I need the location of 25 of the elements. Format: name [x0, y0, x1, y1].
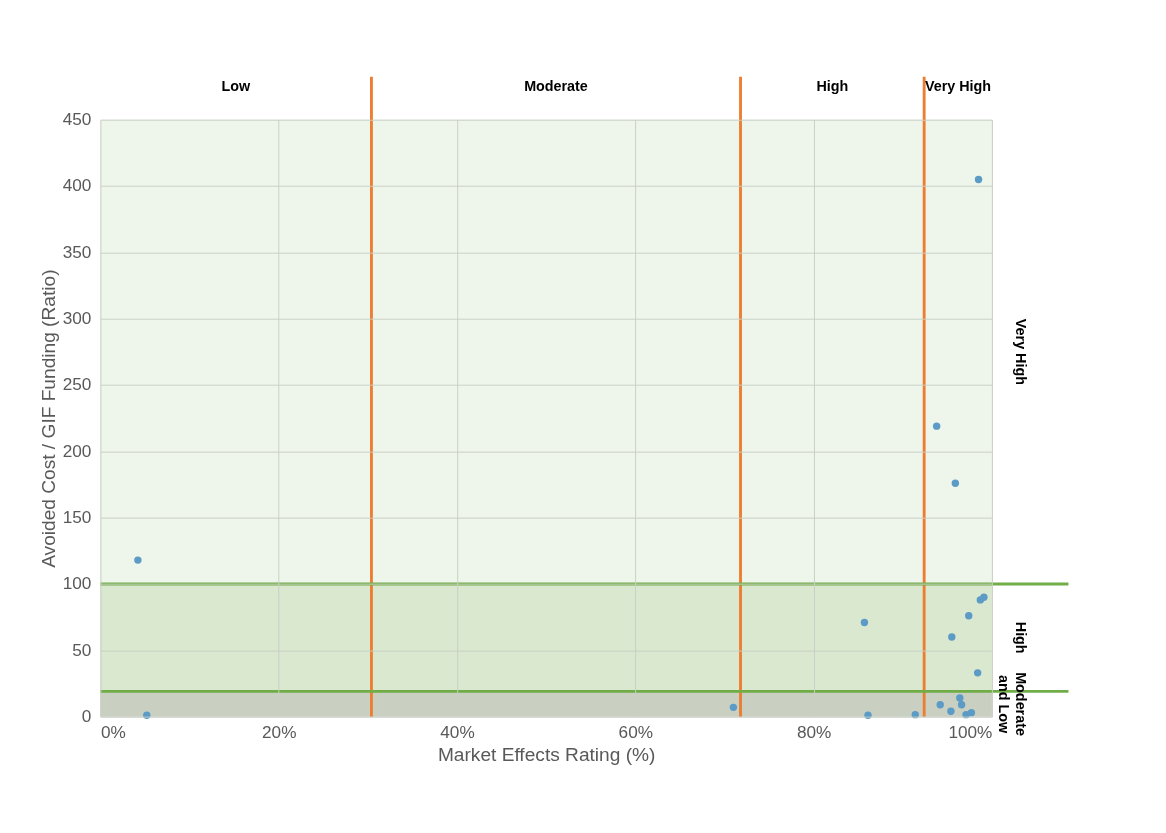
band-label: High — [1012, 621, 1029, 654]
y-tick-label: 400 — [62, 175, 92, 196]
y-tick-label: 150 — [62, 506, 92, 527]
text: Low — [221, 78, 252, 95]
y-axis-title: Avoided Cost / GIF Funding (Ratio) — [37, 269, 59, 568]
y-tick-label: 200 — [62, 440, 92, 461]
x-tick-label: 80% — [796, 722, 832, 743]
x-tick-label: 100% — [948, 722, 993, 743]
y-tick-label: 300 — [62, 307, 92, 328]
x-tick-label: 60% — [618, 722, 654, 743]
y-tick-label: 100 — [62, 573, 92, 594]
y-tick-label: 450 — [62, 109, 92, 130]
text: Moderate — [524, 78, 588, 95]
x-tick-label: 40% — [440, 722, 475, 743]
y-tick-label: 250 — [62, 374, 92, 395]
y-tick-label: 0 — [81, 705, 92, 726]
y-tick-label: 50 — [72, 639, 92, 660]
x-tick-label: 0% — [100, 722, 126, 743]
x-axis-title: Market Effects Rating (%) — [437, 744, 656, 766]
text: High — [816, 78, 849, 95]
band-label: Moderate and Low — [995, 672, 1029, 736]
text: Very High — [924, 78, 992, 95]
x-tick-label: 20% — [261, 722, 297, 743]
band-label: Very High — [1012, 318, 1029, 385]
y-tick-label: 350 — [62, 241, 92, 262]
